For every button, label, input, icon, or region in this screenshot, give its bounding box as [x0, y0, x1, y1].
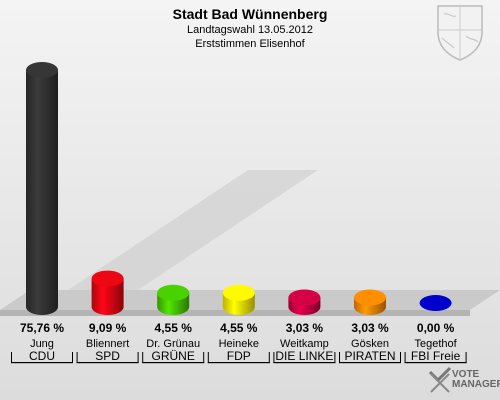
- chart-subtitle-2: Erststimmen Elisenhof: [195, 38, 305, 50]
- candidate-label: Gösken: [351, 338, 389, 350]
- party-divider-right: [268, 352, 270, 363]
- party-label: FBI Freie: [411, 349, 461, 363]
- party-underline: [207, 362, 270, 364]
- candidate-label: Jung: [30, 338, 54, 350]
- party-divider-right: [203, 352, 205, 363]
- chart-subtitle: Landtagswahl 13.05.2012: [187, 24, 313, 36]
- logo-line-2: MANAGER: [452, 379, 500, 390]
- party-divider-left: [207, 352, 209, 363]
- value-label: 0,00 %: [417, 321, 455, 335]
- bar-fdp: [222, 284, 255, 315]
- party-divider-right: [465, 352, 467, 363]
- party-label: CDU: [29, 349, 55, 363]
- party-divider-left: [142, 352, 144, 363]
- party-underline: [76, 362, 139, 364]
- party-label: GRÜNE: [152, 349, 195, 363]
- value-label: 3,03 %: [286, 321, 324, 335]
- party-divider-left: [76, 352, 78, 363]
- coat-of-arms-icon: [437, 5, 483, 61]
- candidate-label: Weitkamp: [280, 338, 329, 350]
- value-label: 75,76 %: [20, 321, 64, 335]
- bar-die-linke: [288, 289, 321, 315]
- party-divider-left: [273, 352, 275, 363]
- value-label: 4,55 %: [220, 321, 258, 335]
- party-underline: [339, 362, 401, 364]
- party-divider-left: [339, 352, 340, 363]
- candidate-label: Bliennert: [86, 338, 129, 350]
- candidate-label: Tegethof: [414, 338, 457, 350]
- bar-spd: [91, 270, 124, 315]
- party-divider-right: [137, 352, 139, 363]
- candidate-label: Heineke: [219, 338, 259, 350]
- value-label: 3,03 %: [351, 321, 389, 335]
- party-label: SPD: [95, 349, 120, 363]
- party-underline: [142, 362, 205, 364]
- logo-line-1: VOTE: [452, 369, 480, 380]
- bar-grüne: [157, 284, 190, 315]
- candidate-label: Dr. Grünau: [146, 338, 200, 350]
- party-divider-left: [404, 352, 406, 363]
- value-label: 9,09 %: [89, 321, 127, 335]
- bar-piraten: [354, 289, 386, 315]
- party-underline: [273, 362, 336, 364]
- party-divider-right: [400, 352, 401, 363]
- party-divider-right: [72, 352, 73, 363]
- bar-fbi-freie: [419, 295, 452, 311]
- vote-manager-logo: VOTE MANAGER: [452, 370, 500, 390]
- party-label: FDP: [227, 349, 251, 363]
- vote-manager-logo-icon: [428, 366, 452, 393]
- bar-cdu: [26, 62, 58, 315]
- party-underline: [404, 362, 467, 364]
- party-label: PIRATEN: [344, 349, 395, 363]
- chart-title: Stadt Bad Wünnenberg: [172, 6, 328, 22]
- party-underline: [11, 362, 73, 364]
- party-label: DIE LINKE: [275, 349, 333, 363]
- party-divider-right: [334, 352, 336, 363]
- party-divider-left: [11, 352, 12, 363]
- value-label: 4,55 %: [155, 321, 193, 335]
